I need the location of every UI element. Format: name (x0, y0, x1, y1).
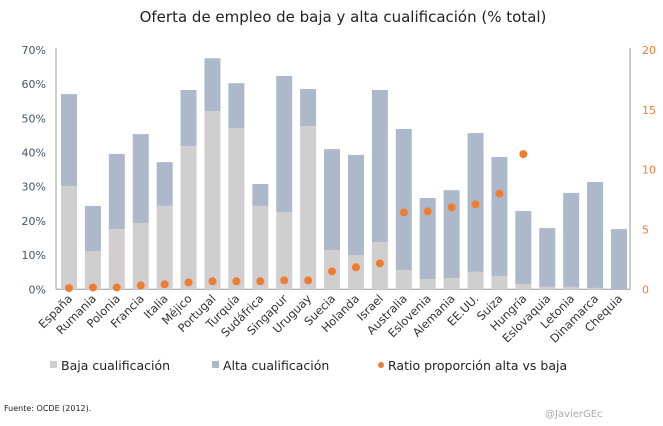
bar-alta (156, 162, 173, 206)
bar-baja (491, 275, 508, 290)
ratio-point (136, 281, 145, 290)
bar-baja (300, 126, 317, 290)
bar-alta (61, 94, 77, 187)
bar-baja (467, 271, 484, 290)
bar-baja (228, 127, 245, 290)
credit: @JavierGEc (545, 409, 603, 420)
y-right-tick-label: 20 (642, 44, 656, 57)
legend-marker (378, 362, 384, 368)
ratio-point (447, 203, 456, 212)
bar-alta (611, 229, 627, 290)
legend-label: Ratio proporción alta vs baja (388, 358, 567, 373)
ratio-point (304, 276, 313, 285)
source-note: Fuente: OCDE (2012). (4, 404, 91, 413)
ratio-point (65, 284, 73, 293)
y-left-tick-label: 50% (22, 112, 46, 125)
legend-marker (50, 361, 57, 368)
bar-alta (108, 153, 125, 230)
bar-baja (443, 278, 460, 290)
ratio-point (351, 263, 360, 272)
bar-baja (276, 212, 293, 290)
bar-alta (539, 228, 556, 287)
bar-baja (204, 111, 221, 290)
y-left-tick-label: 40% (22, 147, 46, 160)
y-right-tick-label: 0 (642, 283, 649, 296)
ratio-point (208, 277, 217, 286)
bar-baja (515, 284, 532, 290)
ratio-point (399, 208, 408, 217)
bar-alta (395, 128, 412, 271)
bar-alta (371, 89, 388, 243)
legend-marker (212, 361, 219, 368)
bar-alta (228, 83, 245, 128)
y-right-tick-label: 5 (642, 223, 649, 236)
ratio-point (232, 277, 241, 286)
ratio-point (495, 189, 504, 198)
y-left-tick-label: 60% (22, 78, 46, 91)
ratio-point (112, 283, 121, 292)
bar-baja (563, 286, 580, 290)
bar-alta (491, 157, 508, 276)
ratio-point (328, 267, 337, 276)
ratio-point (519, 150, 528, 159)
bar-baja (180, 146, 197, 290)
chart-title: Oferta de empleo de baja y alta cualific… (140, 8, 547, 26)
ratio-point (471, 200, 480, 209)
ratio-point (423, 207, 432, 216)
bar-baja (419, 279, 436, 290)
bar-baja (347, 255, 364, 290)
ratio-point (88, 283, 97, 292)
bar-alta (324, 149, 341, 250)
bar-baja (395, 270, 412, 290)
bar-baja (587, 287, 604, 290)
ratio-point (184, 278, 193, 287)
y-right-tick-label: 10 (642, 164, 656, 177)
bar-alta (515, 211, 532, 285)
ratio-point (375, 259, 384, 268)
bar-alta (252, 184, 269, 206)
ratio-point (256, 277, 265, 286)
bar-baja (132, 222, 149, 290)
bar-baja (84, 251, 101, 290)
bar-alta (443, 190, 460, 279)
legend-label: Baja cualificación (61, 358, 170, 373)
bar-alta (132, 134, 149, 223)
y-left-tick-label: 70% (22, 44, 46, 57)
bar-alta (419, 198, 436, 280)
ratio-point (280, 276, 289, 285)
bar-baja (61, 186, 77, 290)
bar-alta (204, 58, 221, 112)
bar-baja (108, 229, 125, 290)
bar-alta (563, 192, 580, 287)
bar-baja (156, 205, 173, 290)
bar-alta (84, 205, 101, 252)
bar-alta (300, 88, 317, 127)
legend-label: Alta cualificación (223, 358, 329, 373)
y-right-tick-label: 15 (642, 104, 656, 117)
y-left-tick-label: 0% (29, 283, 46, 296)
legend: Baja cualificación Alta cualificación Rati… (50, 358, 567, 373)
bar-alta (180, 89, 197, 147)
bar-alta (347, 154, 364, 256)
ratio-point (160, 280, 169, 289)
bar-baja (539, 286, 556, 290)
y-left-tick-label: 20% (22, 215, 46, 228)
bar-baja (252, 205, 269, 290)
bar-alta (276, 75, 293, 213)
y-left-tick-label: 30% (22, 181, 46, 194)
bar-alta (587, 181, 604, 288)
y-left-tick-label: 10% (22, 249, 46, 262)
